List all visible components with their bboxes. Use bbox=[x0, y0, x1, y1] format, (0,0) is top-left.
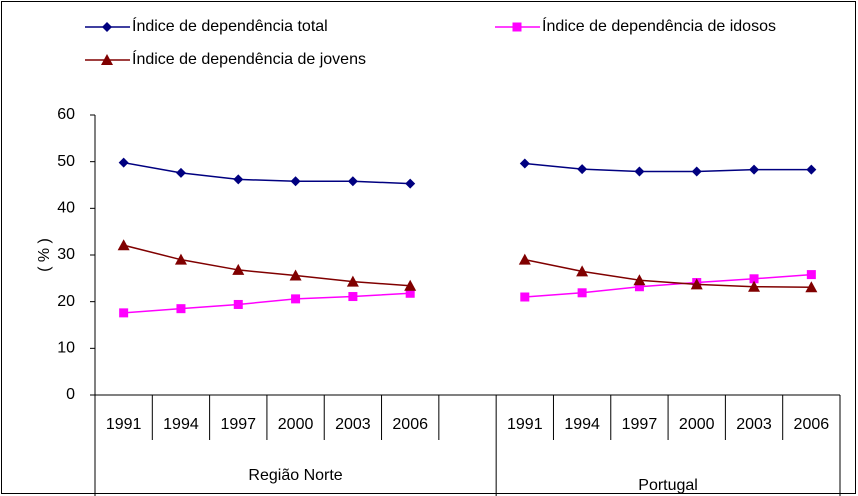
y-tick-label: 40 bbox=[57, 200, 75, 217]
marker bbox=[346, 275, 359, 287]
series-line bbox=[123, 161, 812, 185]
marker bbox=[749, 164, 760, 175]
y-tick-label: 10 bbox=[57, 340, 75, 357]
marker bbox=[748, 280, 761, 292]
x-tick-label: 2006 bbox=[794, 416, 830, 433]
marker bbox=[690, 278, 703, 290]
y-tick-label: 20 bbox=[57, 293, 75, 310]
legend-label: Índice de dependência total bbox=[132, 16, 328, 35]
y-tick-label: 60 bbox=[57, 106, 75, 123]
x-tick-label: 2000 bbox=[679, 416, 715, 433]
marker bbox=[405, 288, 415, 298]
marker bbox=[805, 281, 818, 293]
marker bbox=[633, 274, 646, 286]
marker bbox=[119, 308, 129, 318]
legend-label: Índice de dependência de idosos bbox=[542, 16, 776, 35]
marker bbox=[520, 292, 530, 302]
y-tick-label: 0 bbox=[66, 386, 75, 403]
marker bbox=[176, 304, 186, 314]
marker bbox=[404, 279, 417, 291]
marker bbox=[576, 265, 589, 277]
marker bbox=[232, 263, 245, 275]
y-tick-label: 30 bbox=[57, 246, 75, 263]
marker bbox=[101, 54, 113, 65]
marker bbox=[806, 164, 817, 175]
group-label: Região Norte bbox=[248, 467, 342, 484]
marker bbox=[634, 282, 644, 292]
marker bbox=[691, 166, 702, 177]
marker bbox=[512, 22, 522, 32]
x-tick-label: 1997 bbox=[220, 416, 256, 433]
marker bbox=[519, 158, 530, 169]
marker bbox=[102, 22, 112, 32]
x-tick-label: 1994 bbox=[163, 416, 199, 433]
marker bbox=[806, 270, 816, 280]
marker bbox=[117, 239, 130, 251]
marker bbox=[348, 292, 358, 302]
marker bbox=[233, 174, 244, 185]
marker bbox=[233, 299, 243, 309]
group-label: Portugal bbox=[638, 477, 698, 494]
marker bbox=[518, 253, 531, 265]
x-tick-label: 2003 bbox=[736, 416, 772, 433]
x-tick-label: 1994 bbox=[564, 416, 600, 433]
marker bbox=[634, 166, 645, 177]
marker bbox=[577, 288, 587, 298]
marker bbox=[174, 253, 187, 265]
y-axis-label: ( % ) bbox=[36, 238, 53, 272]
x-tick-label: 2003 bbox=[335, 416, 371, 433]
series-line bbox=[123, 273, 812, 314]
marker bbox=[289, 269, 302, 281]
marker bbox=[749, 274, 759, 284]
x-tick-label: 2006 bbox=[392, 416, 428, 433]
marker bbox=[577, 164, 588, 175]
series-line bbox=[123, 244, 812, 288]
legend-label: Índice de dependência de jovens bbox=[132, 49, 366, 68]
x-tick-label: 2000 bbox=[278, 416, 314, 433]
x-tick-label: 1991 bbox=[507, 416, 543, 433]
marker bbox=[290, 176, 301, 187]
y-tick-label: 50 bbox=[57, 153, 75, 170]
marker bbox=[291, 294, 301, 304]
x-tick-label: 1991 bbox=[106, 416, 142, 433]
marker bbox=[347, 176, 358, 187]
marker bbox=[175, 167, 186, 178]
marker bbox=[405, 178, 416, 189]
x-tick-label: 1997 bbox=[622, 416, 658, 433]
marker bbox=[118, 157, 129, 168]
